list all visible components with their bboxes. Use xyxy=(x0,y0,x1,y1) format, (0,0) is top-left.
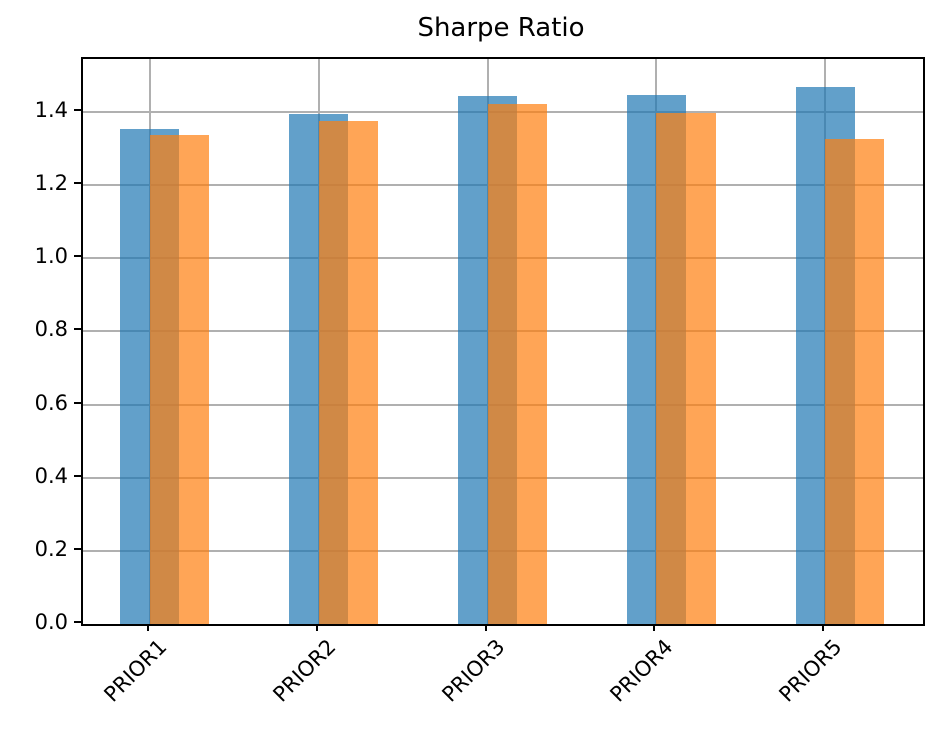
x-axis-tick-mark xyxy=(653,624,656,631)
x-axis-tick-mark xyxy=(315,624,318,631)
x-tick-label: PRIOR5 xyxy=(774,634,847,707)
x-tick-label: PRIOR1 xyxy=(99,634,172,707)
y-tick-label: 1.0 xyxy=(34,244,68,269)
bar-prior5-series2 xyxy=(825,139,885,624)
x-axis-tick-mark xyxy=(822,624,825,631)
y-tick-label: 0.2 xyxy=(34,536,68,561)
bar-prior1-series2 xyxy=(149,135,209,624)
y-axis-tick-mark xyxy=(74,474,81,477)
y-axis-tick-mark xyxy=(74,547,81,550)
x-tick-label: PRIOR4 xyxy=(605,634,678,707)
y-tick-label: 1.4 xyxy=(34,98,68,123)
bar-prior2-series2 xyxy=(318,120,378,624)
bar-prior4-series2 xyxy=(656,113,716,624)
y-axis-tick-mark xyxy=(74,401,81,404)
y-axis-tick-mark xyxy=(74,109,81,112)
y-axis-tick-mark xyxy=(74,255,81,258)
x-tick-label: PRIOR2 xyxy=(268,634,341,707)
y-axis-tick-mark xyxy=(74,621,81,623)
plot-area xyxy=(81,57,925,626)
y-axis-tick-mark xyxy=(74,182,81,185)
x-axis-tick-mark xyxy=(146,624,149,631)
x-axis-tick-mark xyxy=(484,624,487,631)
y-tick-label: 0.6 xyxy=(34,390,68,415)
y-tick-label: 0.0 xyxy=(34,610,68,634)
y-tick-label: 0.4 xyxy=(34,463,68,488)
chart-title: Sharpe Ratio xyxy=(417,13,585,43)
y-axis-tick-mark xyxy=(74,328,81,331)
y-tick-label: 1.2 xyxy=(34,171,68,196)
y-tick-label: 0.8 xyxy=(34,317,68,342)
bar-prior3-series2 xyxy=(487,103,547,624)
x-tick-label: PRIOR3 xyxy=(436,634,510,707)
